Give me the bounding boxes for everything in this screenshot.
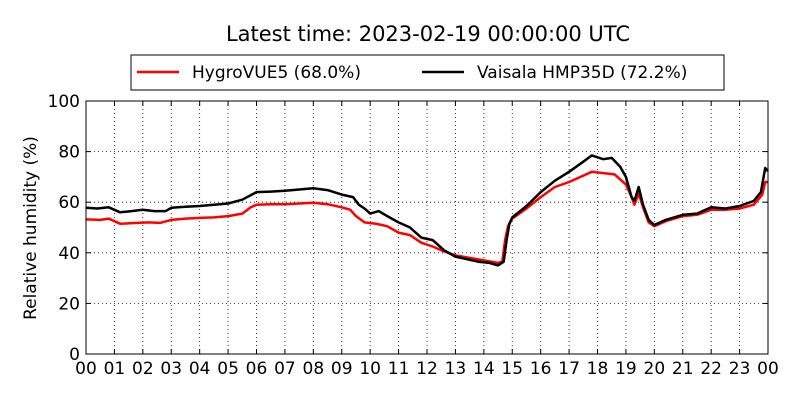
x-tick-label: 10 xyxy=(359,359,381,379)
plot-area-frame xyxy=(85,100,769,355)
x-tick-label: 20 xyxy=(644,359,666,379)
x-tick-label: 19 xyxy=(615,359,637,379)
x-tick-label: 06 xyxy=(246,359,268,379)
x-tick-label: 05 xyxy=(217,359,239,379)
y-tick-label: 0 xyxy=(69,345,80,365)
x-tick-label: 15 xyxy=(501,359,523,379)
y-tick-label: 80 xyxy=(58,143,80,163)
y-tick-label: 60 xyxy=(58,193,80,213)
x-tick-label: 07 xyxy=(274,359,296,379)
x-tick-label: 18 xyxy=(587,359,609,379)
x-tick-label: 00 xyxy=(75,359,97,379)
x-tick-label: 11 xyxy=(388,359,410,379)
x-tick-label: 23 xyxy=(729,359,751,379)
series-line-vaisala xyxy=(85,154,769,267)
x-tick-label: 16 xyxy=(530,359,552,379)
x-tick-label: 00 xyxy=(757,359,779,379)
grid xyxy=(86,101,768,354)
axis-ticks xyxy=(85,100,769,355)
x-tick-label: 22 xyxy=(700,359,722,379)
legend-label-vaisala: Vaisala HMP35D (72.2%) xyxy=(477,63,687,83)
x-tick-label: 08 xyxy=(303,359,325,379)
y-tick-label: 20 xyxy=(58,294,80,314)
legend: HygroVUE5 (68.0%) Vaisala HMP35D (72.2%) xyxy=(130,54,725,91)
series-lines xyxy=(85,154,769,267)
y-axis-label: Relative humidity (%) xyxy=(21,136,41,320)
x-tick-labels: 00 01 02 03 04 05 06 07 08 09 10 11 12 13 14 15 16 17 18 19… xyxy=(75,359,779,379)
x-tick-label: 13 xyxy=(445,359,467,379)
x-tick-label: 04 xyxy=(189,359,211,379)
legend-label-hygrovue5: HygroVUE5 (68.0%) xyxy=(192,63,361,83)
y-tick-labels: 0 20 40 60 80 100 xyxy=(48,92,80,365)
x-tick-label: 17 xyxy=(558,359,580,379)
y-tick-label: 100 xyxy=(48,92,80,112)
x-tick-label: 09 xyxy=(331,359,353,379)
x-tick-label: 03 xyxy=(160,359,182,379)
chart-title: Latest time: 2023-02-19 00:00:00 UTC xyxy=(226,22,630,46)
x-tick-label: 02 xyxy=(132,359,154,379)
x-tick-label: 14 xyxy=(473,359,495,379)
x-tick-label: 12 xyxy=(416,359,438,379)
series-line-hygrovue5 xyxy=(85,170,768,265)
x-tick-label: 01 xyxy=(104,359,126,379)
x-tick-label: 21 xyxy=(672,359,694,379)
y-tick-label: 40 xyxy=(58,244,80,264)
